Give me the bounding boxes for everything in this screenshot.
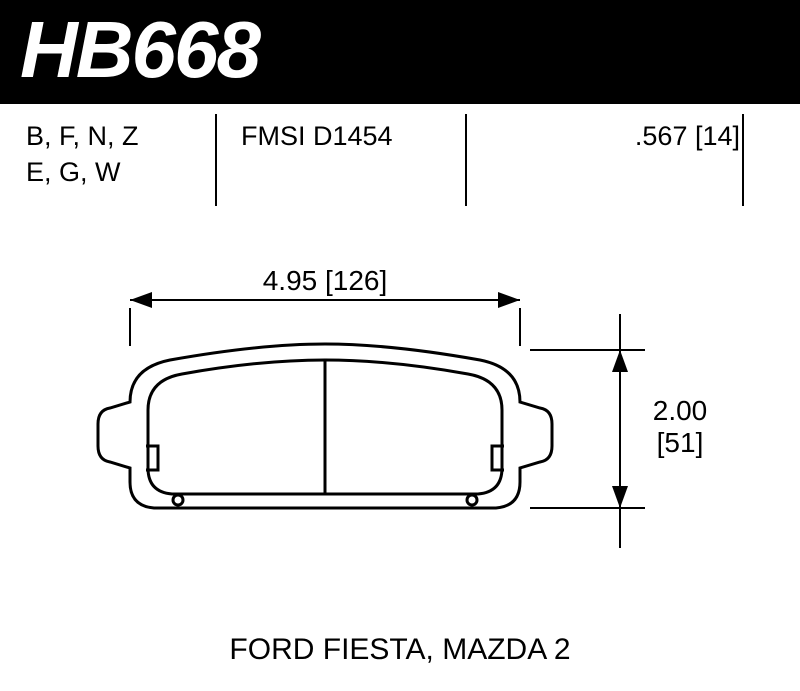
spec-row: B, F, N, Z E, G, W FMSI D1454 .567 [14] [0, 110, 800, 210]
compound-line-1: B, F, N, Z [26, 118, 199, 154]
part-number: HB668 [20, 4, 259, 96]
spec-compounds: B, F, N, Z E, G, W [0, 110, 215, 210]
brake-pad-diagram: 4.95 [126] 2.00 [51] [0, 260, 800, 620]
height-dim-label-2: [51] [657, 427, 704, 458]
spec-divider-3 [742, 114, 744, 206]
thickness-label: .567 [14] [491, 118, 740, 154]
width-dimension: 4.95 [126] [130, 265, 520, 346]
spec-thickness: .567 [14] [465, 110, 800, 210]
height-dim-label-1: 2.00 [653, 395, 708, 426]
fmsi-label: FMSI D1454 [241, 118, 449, 154]
compound-line-2: E, G, W [26, 154, 199, 190]
spec-fmsi: FMSI D1454 [215, 110, 465, 210]
brake-pad-outline [98, 344, 552, 508]
width-dim-label: 4.95 [126] [263, 265, 388, 296]
fitment-label: FORD FIESTA, MAZDA 2 [0, 633, 800, 667]
header-bar: HB668 [0, 0, 800, 104]
height-dimension: 2.00 [51] [530, 314, 707, 548]
